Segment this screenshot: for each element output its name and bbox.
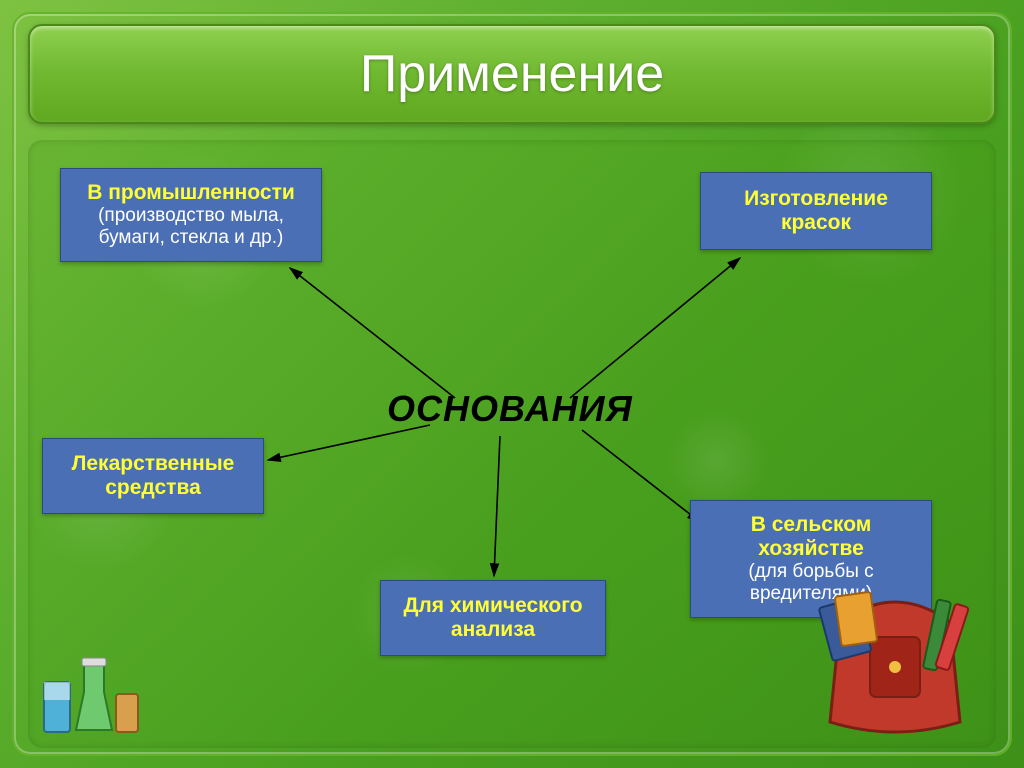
content-panel: ОСНОВАНИЯ В промышленности (производство… <box>28 140 996 748</box>
node-industry-heading: В промышленности <box>87 181 295 205</box>
beakers-icon <box>34 622 154 742</box>
node-analysis: Для химического анализа <box>380 580 606 656</box>
title-bar: Применение <box>28 24 996 124</box>
page-title: Применение <box>360 44 664 104</box>
node-paints-heading: Изготовление красок <box>711 187 921 235</box>
node-medicine: Лекарственные средства <box>42 438 264 514</box>
node-medicine-heading: Лекарственные средства <box>53 452 253 500</box>
node-industry: В промышленности (производство мыла, бум… <box>60 168 322 262</box>
node-industry-subtext: (производство мыла, бумаги, стекла и др.… <box>71 205 311 249</box>
node-analysis-heading: Для химического анализа <box>391 594 595 642</box>
center-node-label: ОСНОВАНИЯ <box>387 388 633 430</box>
node-paints: Изготовление красок <box>700 172 932 250</box>
schoolbag-icon <box>800 552 990 742</box>
